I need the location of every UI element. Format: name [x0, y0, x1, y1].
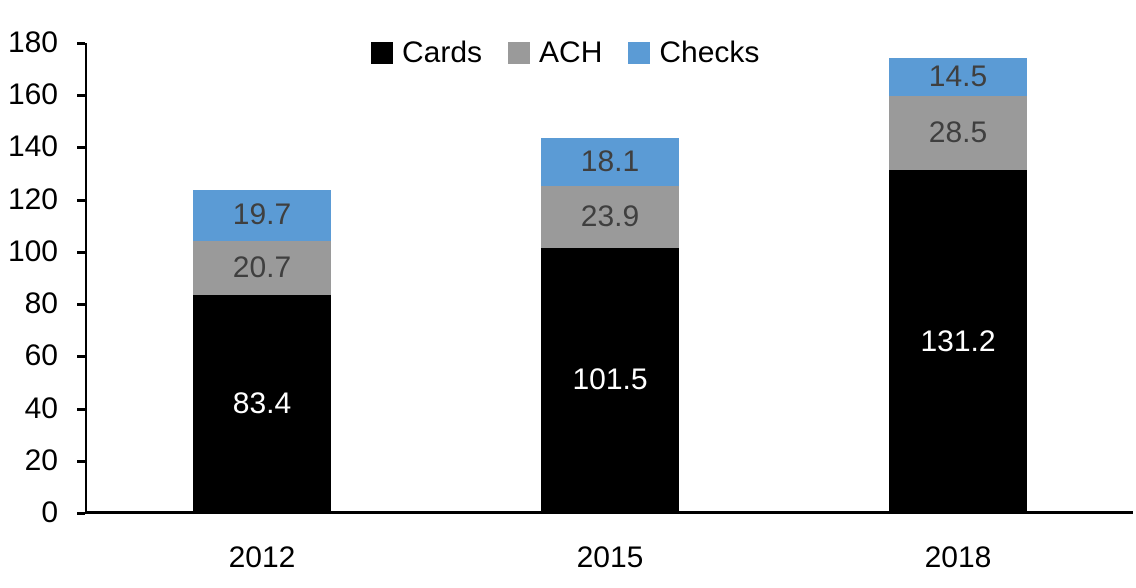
- bar-segment-checks-2015: 18.1: [541, 138, 679, 186]
- legend-item-cards: Cards: [371, 38, 482, 68]
- segment-value-label: 18.1: [580, 144, 640, 178]
- segment-value-label: 23.9: [580, 199, 640, 233]
- bar-segment-checks-2012: 19.7: [193, 189, 331, 242]
- y-axis-tick-label: 160: [7, 78, 58, 112]
- segment-value-label: 20.7: [232, 251, 292, 285]
- y-axis-tick-label: 0: [41, 496, 58, 529]
- segment-value-label: 131.2: [920, 324, 996, 358]
- x-axis-label-2012: 2012: [228, 541, 296, 574]
- y-axis-tick: [77, 42, 85, 45]
- y-axis-tick: [77, 355, 85, 359]
- bar-segment-checks-2018: 14.5: [889, 58, 1027, 96]
- y-axis-tick: [77, 250, 85, 254]
- legend-label-checks: Checks: [659, 36, 760, 69]
- y-axis-tick: [77, 407, 85, 411]
- legend-item-checks: Checks: [628, 38, 759, 68]
- y-axis-tick-label: 80: [24, 287, 58, 321]
- segment-value-label: 14.5: [928, 60, 988, 94]
- checks-swatch-icon: [628, 42, 651, 64]
- y-axis-tick: [77, 303, 85, 307]
- x-axis-label-2018: 2018: [924, 541, 992, 574]
- bar-segment-ach-2015: 23.9: [541, 185, 679, 248]
- y-axis-tick-label: 60: [24, 339, 58, 373]
- y-axis-tick: [77, 512, 85, 515]
- bar-segment-ach-2018: 28.5: [889, 96, 1027, 171]
- y-axis-tick-label: 100: [7, 234, 58, 268]
- y-axis-tick: [77, 146, 85, 150]
- legend-item-ach: ACH: [508, 38, 602, 68]
- y-axis-tick: [77, 459, 85, 463]
- legend-label-cards: Cards: [402, 36, 483, 69]
- segment-value-label: 28.5: [928, 116, 988, 150]
- segment-value-label: 83.4: [232, 387, 292, 421]
- bar-segment-cards-2018: 131.2: [889, 170, 1027, 513]
- y-axis-tick: [77, 198, 85, 202]
- y-axis-line: [85, 43, 87, 513]
- x-axis-label-2015: 2015: [576, 541, 644, 574]
- bar-segment-cards-2012: 83.4: [193, 295, 331, 513]
- y-axis-tick-label: 40: [24, 391, 58, 425]
- segment-value-label: 19.7: [232, 198, 292, 232]
- y-axis-tick-label: 180: [7, 26, 58, 59]
- y-axis-tick-label: 120: [7, 182, 58, 216]
- bar-segment-cards-2015: 101.5: [541, 247, 679, 513]
- chart-legend: Cards ACH Checks: [371, 38, 759, 68]
- cards-swatch-icon: [371, 42, 393, 64]
- y-axis-tick-label: 20: [24, 443, 58, 477]
- y-axis-tick-label: 140: [7, 130, 58, 164]
- y-axis-tick: [77, 94, 85, 98]
- bar-segment-ach-2012: 20.7: [193, 241, 331, 296]
- legend-label-ach: ACH: [539, 36, 603, 69]
- ach-swatch-icon: [508, 42, 531, 64]
- segment-value-label: 101.5: [572, 363, 648, 397]
